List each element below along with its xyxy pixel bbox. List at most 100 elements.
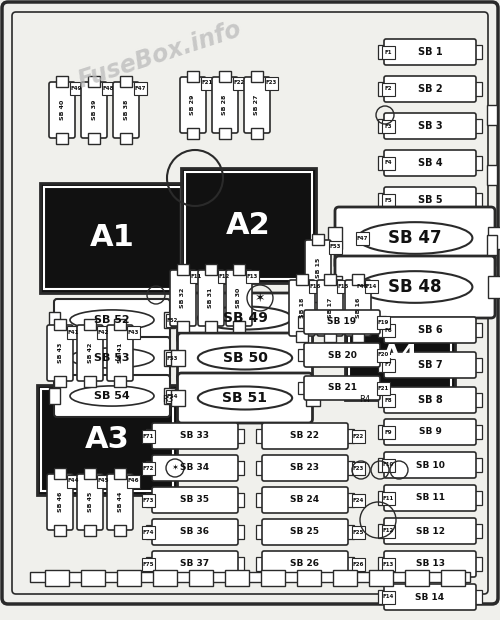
Bar [352, 274, 364, 285]
Text: SB 13: SB 13 [416, 559, 444, 569]
Bar [56, 76, 68, 87]
Bar [471, 425, 482, 438]
Bar [306, 310, 320, 326]
Text: F49: F49 [70, 86, 82, 91]
Bar [200, 76, 213, 89]
Text: F42: F42 [98, 329, 108, 335]
Text: F7: F7 [384, 363, 392, 368]
Text: F4: F4 [384, 161, 392, 166]
Bar [306, 350, 320, 366]
Bar [378, 458, 389, 472]
Bar [328, 276, 342, 298]
Text: SB 37: SB 37 [180, 559, 210, 569]
Text: SB 19: SB 19 [328, 317, 356, 327]
Bar [471, 458, 482, 472]
Text: SB 45: SB 45 [88, 492, 92, 512]
Text: SB 32: SB 32 [180, 288, 186, 308]
FancyBboxPatch shape [77, 474, 103, 530]
Text: SB 50: SB 50 [222, 351, 268, 365]
Text: SB 7: SB 7 [418, 360, 442, 370]
Bar [205, 321, 217, 332]
Text: A1: A1 [90, 223, 134, 252]
Text: F13: F13 [382, 562, 394, 567]
Bar [343, 525, 354, 539]
FancyBboxPatch shape [54, 337, 170, 379]
Bar [177, 321, 189, 332]
Text: SB 44: SB 44 [118, 492, 122, 512]
Text: F23: F23 [266, 81, 276, 86]
Text: F11: F11 [382, 495, 394, 500]
FancyBboxPatch shape [47, 325, 73, 381]
Bar [369, 570, 393, 586]
FancyBboxPatch shape [384, 113, 476, 139]
Bar [102, 81, 114, 94]
Bar [146, 494, 157, 507]
FancyBboxPatch shape [384, 39, 476, 65]
Text: R2: R2 [162, 257, 173, 267]
Text: F26: F26 [352, 562, 364, 567]
Bar [40, 183, 184, 293]
Text: SB 9: SB 9 [418, 428, 442, 436]
Bar [219, 128, 231, 139]
Ellipse shape [70, 310, 154, 330]
Text: F75: F75 [142, 562, 154, 567]
Bar [382, 45, 394, 58]
Text: SB 4: SB 4 [418, 158, 442, 168]
Bar [170, 390, 184, 406]
Bar [187, 71, 199, 82]
Text: SB 12: SB 12 [416, 526, 444, 536]
Text: F19: F19 [378, 319, 388, 324]
Bar [96, 474, 110, 487]
Text: SB 16: SB 16 [356, 298, 360, 318]
Bar [120, 76, 132, 87]
Text: SB 29: SB 29 [190, 95, 196, 115]
Text: SB 49: SB 49 [222, 311, 268, 325]
Bar [378, 120, 389, 133]
Bar [246, 270, 258, 283]
Text: F73: F73 [142, 497, 154, 502]
Text: F47: F47 [356, 236, 368, 241]
Bar [142, 494, 154, 507]
Text: SB 1: SB 1 [418, 47, 442, 57]
FancyBboxPatch shape [384, 584, 476, 610]
Bar [471, 324, 482, 337]
Bar [471, 590, 482, 604]
Bar [352, 494, 364, 507]
FancyBboxPatch shape [384, 76, 476, 102]
Text: SB 17: SB 17 [328, 298, 332, 318]
FancyBboxPatch shape [77, 325, 103, 381]
Bar [382, 120, 394, 133]
Text: SB 47: SB 47 [388, 229, 442, 247]
Bar [170, 350, 184, 366]
Bar [382, 459, 394, 471]
Text: F54: F54 [166, 394, 178, 399]
Text: F16: F16 [310, 283, 320, 288]
Bar [382, 358, 394, 371]
Bar [177, 264, 189, 275]
Text: SB 34: SB 34 [180, 464, 210, 472]
Bar [54, 525, 66, 536]
Bar [378, 193, 389, 206]
Bar [126, 474, 140, 487]
Text: F53: F53 [166, 355, 178, 360]
Bar [164, 312, 175, 328]
Ellipse shape [358, 222, 472, 254]
Bar [66, 474, 80, 487]
FancyBboxPatch shape [384, 452, 476, 478]
FancyBboxPatch shape [345, 280, 371, 336]
Bar [218, 270, 230, 283]
Text: F45: F45 [97, 479, 109, 484]
Text: ✶: ✶ [172, 464, 178, 472]
Bar [146, 557, 157, 570]
Text: F46: F46 [127, 479, 139, 484]
Text: F10: F10 [382, 463, 394, 467]
Text: SB 21: SB 21 [328, 384, 356, 392]
Bar [164, 388, 175, 404]
Bar [190, 270, 202, 283]
Text: F23: F23 [352, 466, 364, 471]
Bar [37, 385, 177, 495]
Bar [382, 590, 394, 603]
Bar [352, 461, 364, 474]
Bar [382, 156, 394, 169]
Bar [343, 461, 354, 474]
